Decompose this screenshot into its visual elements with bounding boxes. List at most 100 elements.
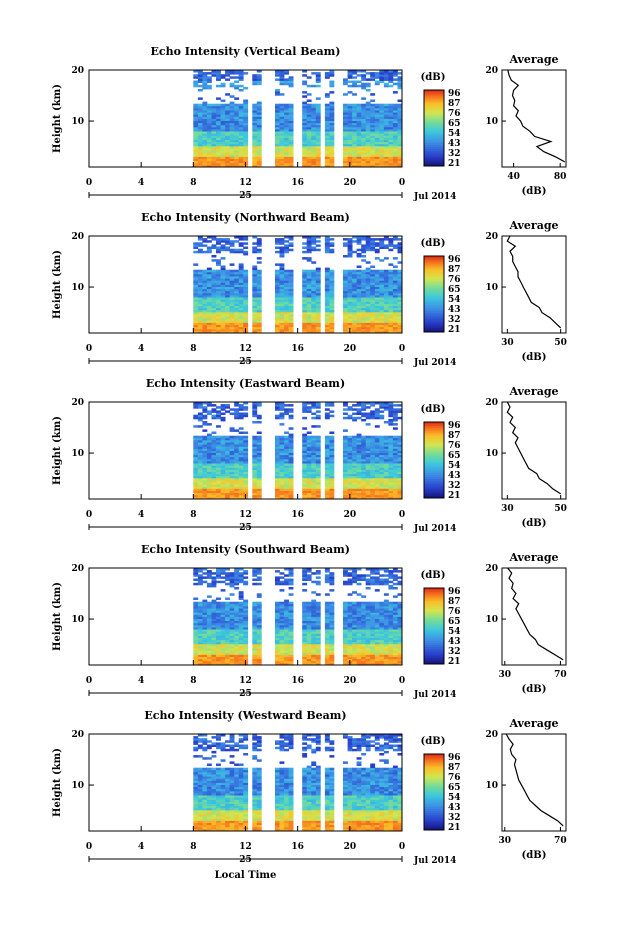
heatmap-cell (343, 458, 348, 462)
heatmap-cell (356, 265, 362, 268)
heatmap-cell (275, 635, 280, 638)
heatmap-cell (197, 320, 203, 323)
heatmap-cell (347, 124, 353, 128)
heatmap-cell (356, 269, 362, 273)
heatmap-cell (220, 435, 226, 439)
heatmap-cell (216, 129, 221, 132)
heatmap-cell (229, 463, 235, 466)
heatmap-cell (288, 452, 294, 456)
heatmap-cell (379, 269, 385, 273)
heatmap-cell (216, 650, 221, 653)
heatmap-cell (229, 440, 235, 443)
heatmap-cell (202, 452, 208, 456)
heatmap-cell (311, 480, 317, 483)
heatmap-cell (383, 292, 389, 296)
heatmap-cell (220, 624, 226, 628)
heatmap-cell (383, 284, 389, 287)
heatmap-cell (302, 326, 308, 330)
heatmap-cell (288, 316, 294, 319)
heatmap-cell (324, 639, 330, 643)
heatmap-cell (202, 463, 208, 466)
heatmap-cell (211, 660, 217, 664)
heatmap-cell (252, 490, 258, 494)
heatmap-cell (365, 469, 371, 472)
heatmap-cell (388, 496, 394, 500)
heatmap-cell (347, 252, 353, 256)
heatmap-cell (220, 267, 226, 271)
heatmap-cell (306, 406, 312, 409)
heatmap-cell (392, 108, 398, 111)
heatmap-cell (225, 280, 230, 283)
heatmap-cell (392, 145, 398, 149)
heatmap-cell (275, 250, 280, 254)
heatmap-cell (284, 164, 289, 168)
heatmap-cell (397, 145, 403, 149)
heatmap-cell (216, 248, 221, 252)
heatmap-cell (225, 286, 230, 290)
heatmap-cell (374, 318, 380, 321)
colorbar-tick: 32 (448, 149, 461, 159)
heatmap-cell (311, 116, 317, 119)
heatmap-cell (374, 135, 380, 138)
heatmap-cell (397, 135, 403, 138)
heatmap-cell (365, 295, 371, 298)
heatmap-cell (315, 311, 321, 315)
x-tick-label: 20 (344, 510, 357, 520)
heatmap-cell (302, 242, 308, 245)
heatmap-cell (397, 309, 403, 313)
heatmap-cell (324, 631, 330, 634)
heatmap-cell (238, 427, 244, 430)
heatmap-cell (279, 660, 285, 664)
heatmap-cell (347, 148, 353, 151)
heatmap-cell (275, 305, 280, 309)
heatmap-cell (302, 126, 308, 130)
heatmap-cell (329, 238, 335, 241)
heatmap-cell (256, 141, 262, 145)
heatmap-cell (365, 274, 371, 277)
heatmap-cell (329, 448, 335, 451)
heatmap-cell (193, 473, 199, 477)
heatmap-cell (202, 316, 208, 319)
heatmap-cell (225, 299, 230, 302)
heatmap-cell (361, 297, 367, 300)
heatmap-cell (388, 324, 394, 328)
heatmap-cell (234, 156, 240, 159)
heatmap-cell (356, 290, 362, 294)
heatmap-cell (211, 143, 217, 147)
heatmap-cell (365, 139, 371, 143)
heatmap-cell (379, 305, 385, 309)
heatmap-cell (193, 76, 199, 79)
heatmap-cell (252, 450, 258, 453)
heatmap-cell (315, 276, 321, 279)
heatmap-cell (256, 299, 262, 302)
colorbar-tick: 43 (448, 471, 461, 481)
heatmap-cell (347, 108, 353, 111)
heatmap-cell (306, 477, 312, 481)
heatmap-cell (374, 482, 380, 485)
heatmap-cell (370, 299, 376, 302)
heatmap-cell (388, 158, 394, 162)
heatmap-cell (216, 118, 221, 121)
heatmap-cell (379, 120, 385, 124)
heatmap-cell (329, 648, 335, 651)
heatmap-cell (211, 278, 217, 281)
heatmap-cell (216, 292, 221, 296)
heatmap-cell (211, 477, 217, 481)
heatmap-cell (388, 402, 394, 405)
heatmap-cell (397, 116, 403, 119)
heatmap-cell (279, 288, 285, 292)
heatmap-cell (306, 437, 312, 441)
heatmap-cell (324, 326, 330, 330)
heatmap-cell (220, 74, 226, 77)
heatmap-cell (306, 643, 312, 647)
heatmap-cell (302, 288, 308, 292)
heatmap-cell (225, 482, 230, 485)
heatmap-cell (279, 322, 285, 325)
heatmap-cell (365, 326, 371, 330)
heatmap-cell (388, 467, 394, 470)
heatmap-cell (288, 643, 294, 647)
heatmap-cell (206, 152, 212, 155)
heatmap-cell (374, 126, 380, 130)
heatmap-cell (397, 404, 403, 407)
heatmap-cell (374, 162, 380, 166)
